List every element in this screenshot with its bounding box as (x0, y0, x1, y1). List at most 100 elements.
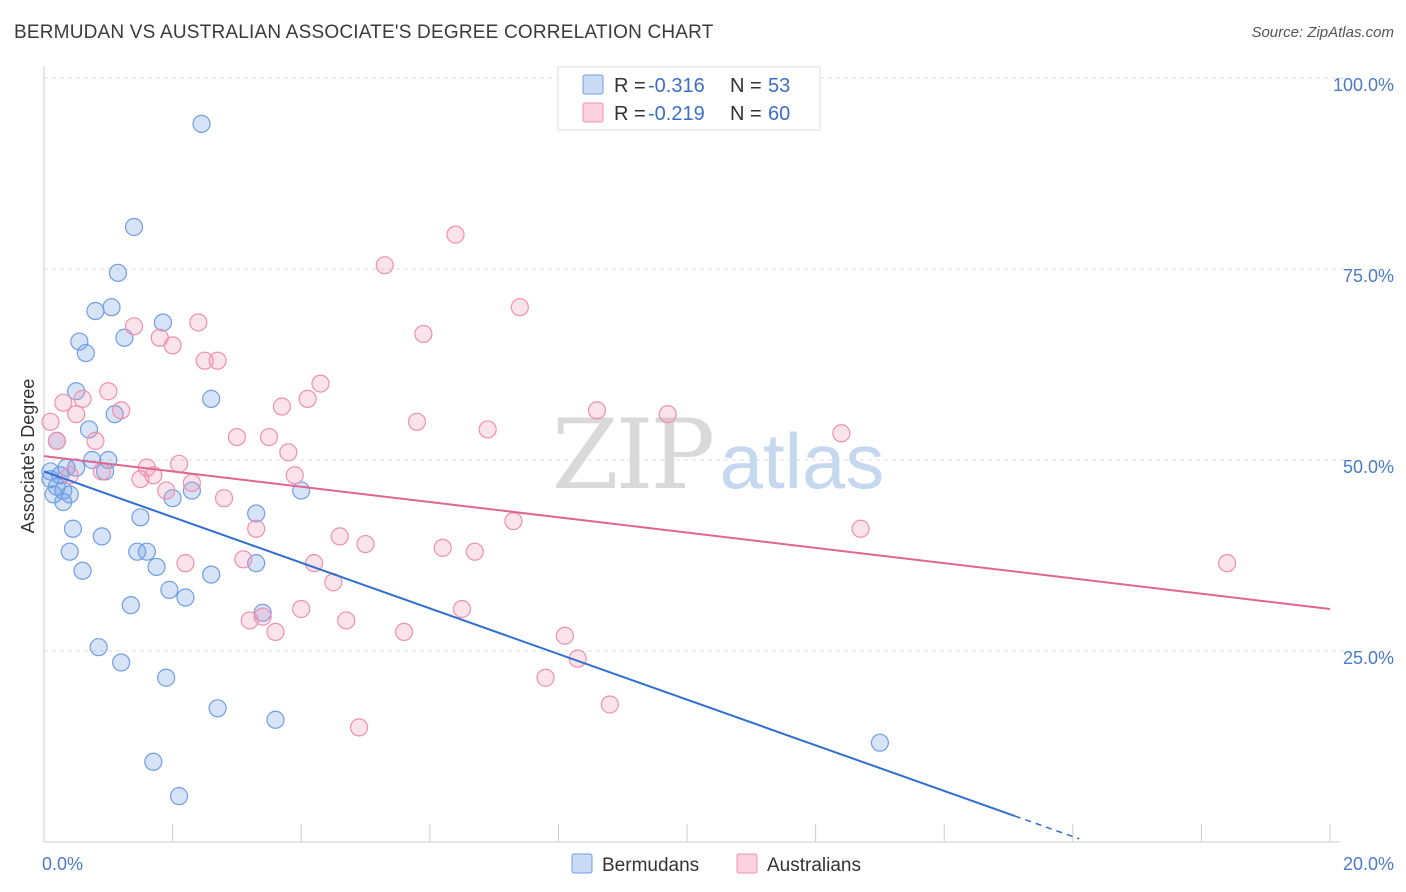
y-tick-label: 100.0% (1333, 75, 1394, 95)
x-tick-label: 0.0% (42, 854, 83, 874)
point-australians (266, 622, 285, 642)
point-bermudans (266, 710, 285, 729)
point-bermudans (89, 638, 108, 657)
point-bermudans (86, 301, 105, 321)
point-australians (208, 351, 227, 370)
point-australians (414, 324, 433, 344)
stats-r-label-australians: R = (614, 103, 646, 125)
point-bermudans (169, 787, 189, 806)
point-bermudans (67, 382, 86, 401)
stats-n-label-australians: N = (730, 103, 762, 125)
point-bermudans (63, 519, 83, 538)
point-bermudans (108, 263, 128, 282)
point-australians (227, 427, 246, 447)
point-australians (298, 389, 317, 408)
chart-title: BERMUDAN VS AUSTRALIAN ASSOCIATE'S DEGRE… (14, 22, 714, 43)
point-australians (394, 622, 414, 642)
point-bermudans (124, 217, 144, 237)
point-australians (182, 473, 201, 493)
point-australians (587, 401, 607, 420)
point-australians (832, 424, 851, 443)
point-australians (658, 405, 677, 424)
point-bermudans (79, 420, 99, 439)
point-australians (433, 538, 452, 557)
point-australians (259, 427, 279, 447)
stats-n-value-australians: 60 (768, 103, 790, 125)
data-points (41, 114, 1237, 806)
point-bermudans (137, 542, 156, 561)
point-bermudans (202, 389, 221, 408)
trend-lines (43, 455, 1331, 840)
point-bermudans (292, 481, 311, 500)
point-australians (330, 527, 349, 546)
point-bermudans (76, 343, 95, 363)
point-australians (247, 519, 266, 538)
point-australians (73, 389, 92, 408)
point-australians (452, 599, 472, 619)
point-bermudans (70, 332, 89, 351)
trend-line-bermudans (43, 470, 1016, 817)
watermark-zip: ZIP (552, 399, 713, 511)
point-bermudans (870, 733, 890, 752)
point-australians (67, 405, 86, 424)
y-tick-label: 25.0% (1343, 648, 1394, 668)
y-tick-label: 50.0% (1343, 457, 1394, 477)
point-australians (600, 695, 619, 714)
legend-swatch-bermudans (571, 853, 593, 874)
point-bermudans (163, 489, 182, 508)
point-australians (304, 554, 324, 573)
point-australians (92, 462, 111, 481)
point-australians (407, 412, 427, 431)
axes (43, 66, 1340, 843)
point-bermudans (208, 699, 227, 718)
point-australians (234, 550, 253, 569)
point-australians (163, 336, 182, 355)
point-australians (112, 401, 131, 420)
point-australians (279, 443, 298, 462)
point-australians (144, 466, 163, 485)
grid-lines (44, 77, 1350, 652)
stats-swatch-australians (582, 102, 604, 123)
point-bermudans (147, 557, 166, 577)
stats-r-label-bermudans: R = (614, 75, 646, 97)
point-australians (99, 382, 118, 401)
stats-n-value-bermudans: 53 (768, 75, 790, 97)
point-bermudans (131, 508, 150, 527)
point-australians (555, 626, 574, 645)
point-australians (311, 374, 330, 393)
point-australians (54, 393, 73, 412)
chart-source: Source: ZipAtlas.com (1251, 24, 1394, 41)
point-australians (375, 256, 394, 275)
point-australians (465, 542, 484, 561)
trend-line-australians (43, 455, 1331, 610)
point-bermudans (60, 485, 79, 504)
point-bermudans (60, 542, 79, 561)
point-australians (337, 611, 356, 630)
point-bermudans (176, 588, 195, 607)
point-australians (510, 298, 529, 317)
point-australians (504, 512, 523, 531)
point-australians (189, 313, 208, 332)
point-australians (478, 420, 497, 439)
point-bermudans (102, 298, 121, 317)
point-australians (272, 397, 292, 416)
point-australians (157, 481, 176, 500)
point-bermudans (153, 313, 173, 332)
point-bermudans (73, 561, 92, 580)
point-australians (356, 534, 375, 554)
stats-swatch-bermudans (582, 74, 604, 95)
point-australians (176, 554, 195, 573)
point-bermudans (247, 504, 266, 523)
legend-label-australians: Australians (767, 855, 861, 876)
stats-n-label-bermudans: N = (730, 75, 762, 97)
tick-labels: 25.0% 50.0% 75.0% 100.0% 0.0% 20.0% (42, 75, 1394, 874)
point-bermudans (192, 114, 211, 133)
point-australians (195, 351, 214, 370)
y-axis-label: Associate's Degree (18, 379, 38, 534)
point-australians (214, 489, 234, 508)
point-bermudans (121, 596, 140, 615)
series-legend: Bermudans Australians (571, 853, 861, 876)
watermark-atlas: atlas (720, 417, 885, 505)
trend-line-bermudans-extension (1014, 815, 1080, 840)
point-australians (446, 225, 465, 244)
